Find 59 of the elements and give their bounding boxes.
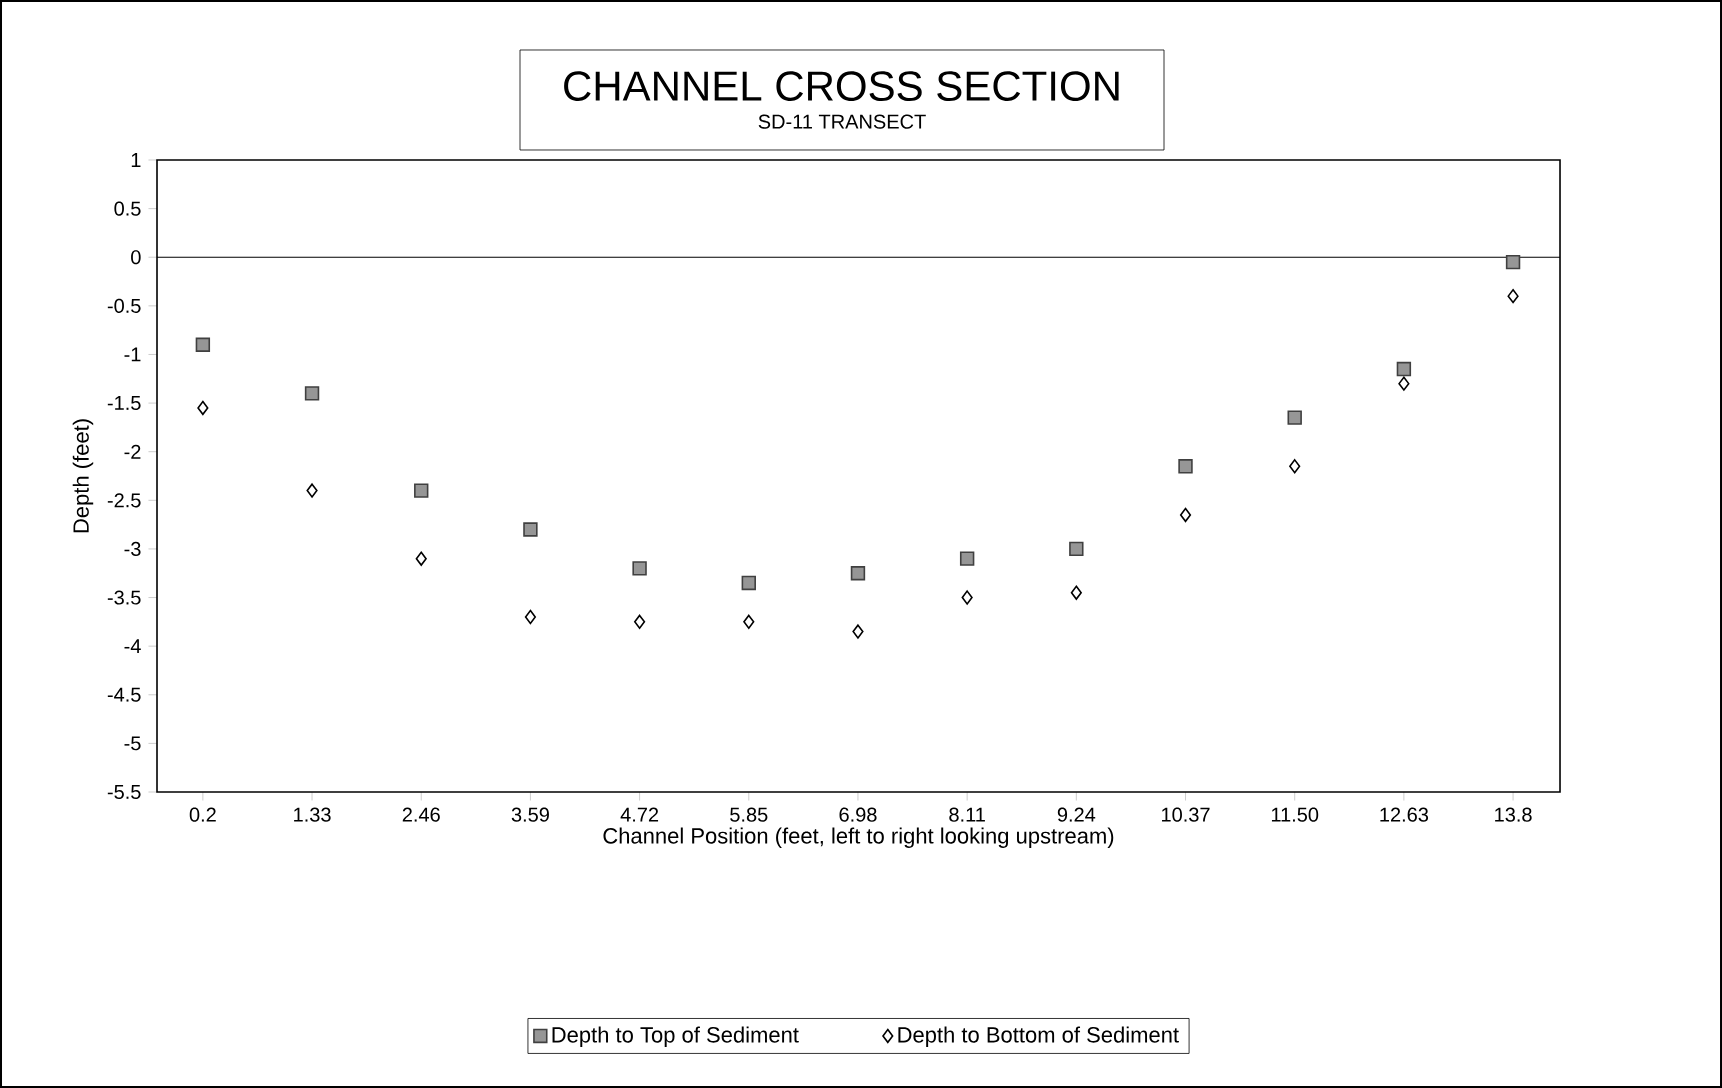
point <box>304 386 320 401</box>
x-tick-label: 11.50 <box>1271 807 1319 822</box>
x-tick-label: 12.63 <box>1380 807 1429 822</box>
y-tick-label: -4 <box>124 639 141 654</box>
chart-subtitle: SD-11 TRANSECT <box>758 114 926 129</box>
x-tick-label: 8.11 <box>949 807 985 822</box>
point <box>1289 459 1301 474</box>
y-tick-label: -3.5 <box>107 590 141 605</box>
legend-label: Depth to Top of Sediment <box>552 1026 799 1047</box>
y-tick-label: -1 <box>124 347 141 362</box>
point <box>306 483 318 498</box>
point <box>1070 585 1082 600</box>
y-tick-label: 0 <box>131 250 141 265</box>
y-tick-label: -5.5 <box>107 785 141 799</box>
x-tick-label: 1.33 <box>294 807 331 822</box>
point <box>1505 254 1521 270</box>
point <box>634 614 646 630</box>
point <box>741 575 756 591</box>
point <box>959 551 975 566</box>
point <box>523 522 538 537</box>
y-tick-label: -2.5 <box>107 493 141 508</box>
y-tick-label: 0.5 <box>114 201 141 216</box>
y-tick-label: -5 <box>124 736 141 751</box>
point <box>197 400 209 416</box>
point <box>1069 541 1084 557</box>
y-tick-label: -2 <box>124 444 141 459</box>
x-axis-title: Channel Position (feet, left to right looking upstream) <box>603 827 1114 848</box>
x-tick-label: 2.46 <box>402 807 440 822</box>
y-tick-label: -1.5 <box>107 396 141 411</box>
point <box>195 337 211 352</box>
point <box>850 566 866 581</box>
y-axis-title: Depth (feet) <box>72 419 94 533</box>
x-tick-label: 10.37 <box>1162 807 1210 822</box>
point <box>1396 361 1412 377</box>
x-tick-label: 6.98 <box>839 807 877 822</box>
point <box>415 551 427 566</box>
point <box>743 614 755 630</box>
point <box>961 590 973 605</box>
point <box>1507 288 1519 304</box>
y-tick-label: -3 <box>124 541 141 556</box>
y-tick-label: 1 <box>131 153 141 167</box>
point <box>524 609 537 625</box>
x-tick-label: 0.2 <box>189 807 216 822</box>
point <box>1178 459 1193 474</box>
point <box>1179 507 1192 523</box>
y-tick-label: -4.5 <box>107 687 141 702</box>
x-tick-label: 9.24 <box>1057 807 1096 822</box>
point <box>1398 376 1410 391</box>
chart-title: CHANNEL CROSS SECTION <box>564 71 1119 101</box>
y-tick-label: -0.5 <box>107 298 141 313</box>
x-tick-label: 3.59 <box>511 807 549 822</box>
point <box>852 624 864 639</box>
point <box>414 483 429 498</box>
point <box>632 561 647 576</box>
x-tick-label: 13.8 <box>1495 807 1532 822</box>
point <box>1287 410 1302 425</box>
x-tick-label: 5.85 <box>730 807 768 822</box>
x-tick-label: 4.72 <box>620 807 659 822</box>
legend-label: Depth to Bottom of Sediment <box>898 1026 1179 1047</box>
